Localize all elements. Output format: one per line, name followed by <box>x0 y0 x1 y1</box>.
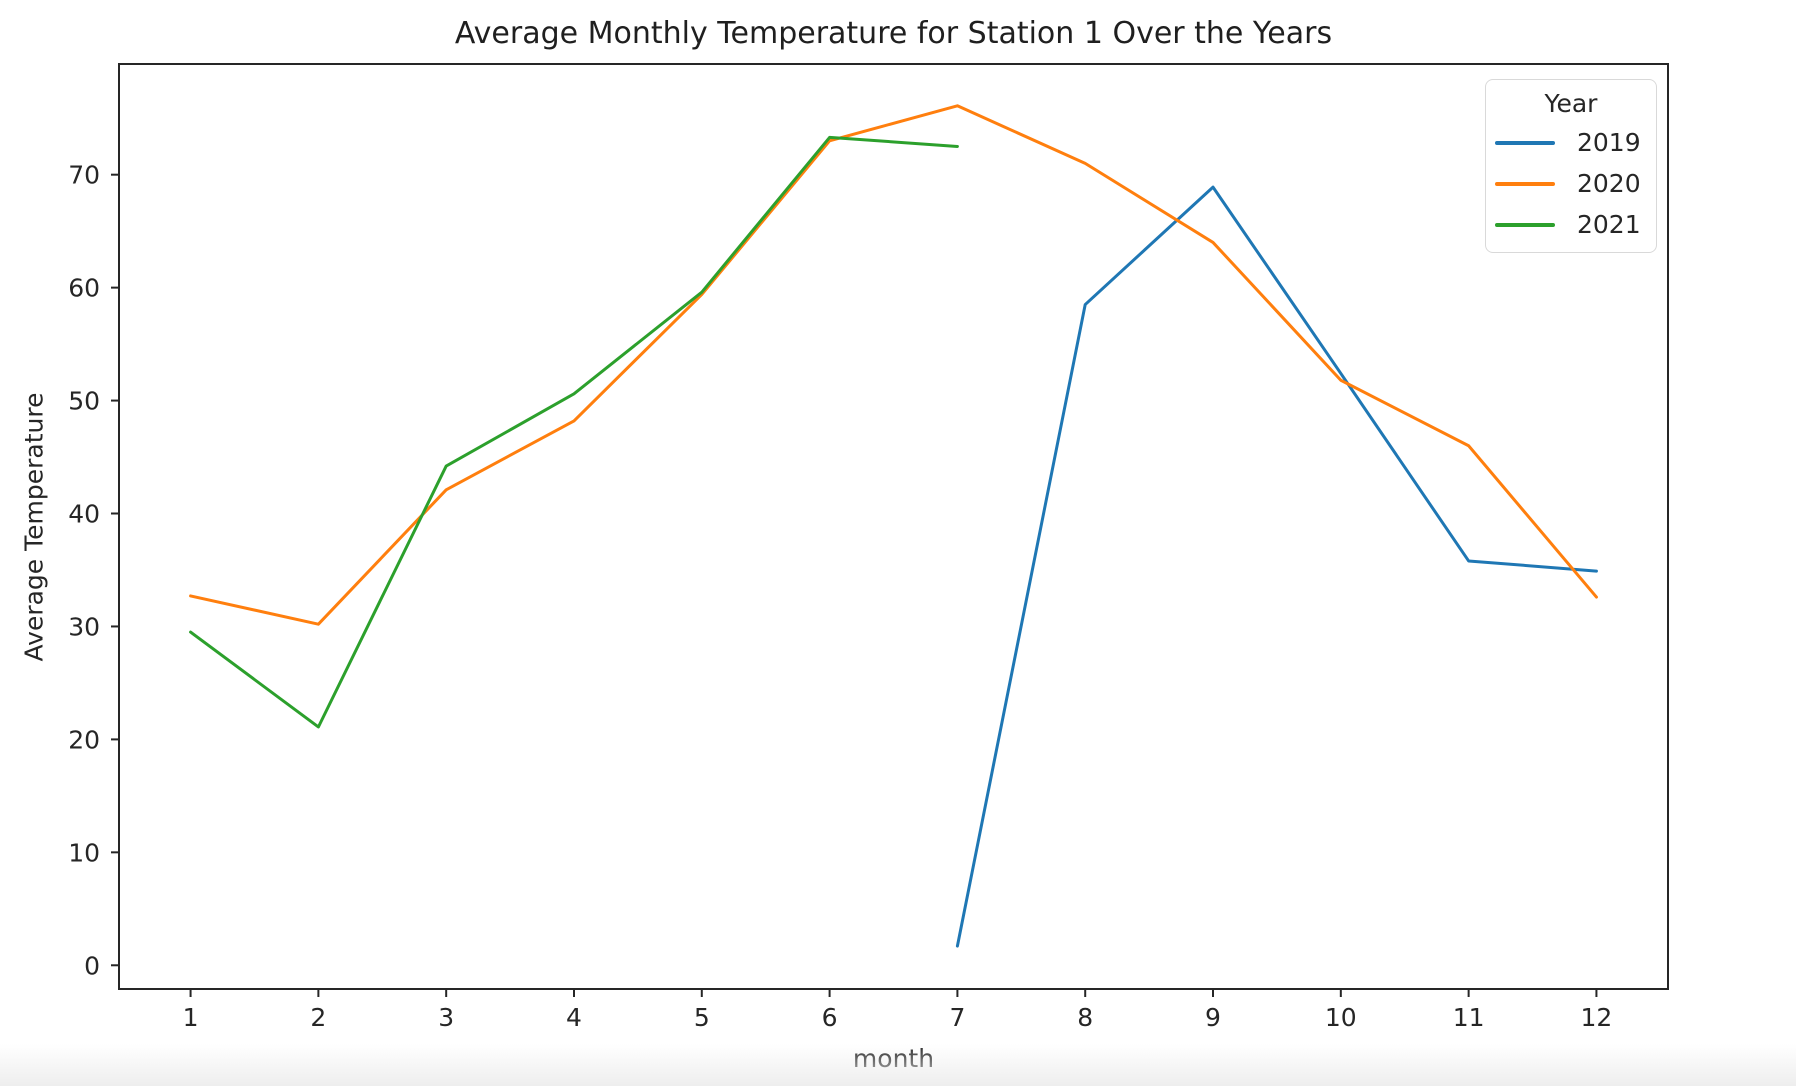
y-tick-label: 30 <box>68 612 100 641</box>
series-line-2021 <box>189 135 959 729</box>
x-tick-label: 5 <box>694 1003 710 1032</box>
legend-entry-label: 2020 <box>1577 169 1641 198</box>
legend-entry-2020: 2020 <box>1486 163 1656 204</box>
legend-title: Year <box>1544 89 1598 118</box>
x-tick-label: 11 <box>1453 1003 1485 1032</box>
x-tick-label: 7 <box>949 1003 965 1032</box>
legend-entry-label: 2021 <box>1577 210 1641 239</box>
x-tick-label: 9 <box>1205 1003 1221 1032</box>
x-tick-label: 2 <box>310 1003 326 1032</box>
y-tick-label: 20 <box>68 725 100 754</box>
x-tick-label: 3 <box>438 1003 454 1032</box>
legend-entry-2021: 2021 <box>1486 204 1656 245</box>
y-tick-label: 70 <box>68 161 100 190</box>
legend-line-swatch-2019 <box>1495 140 1555 145</box>
y-tick-label: 10 <box>68 838 100 867</box>
series-line-2019 <box>955 185 1598 948</box>
y-tick-label: 60 <box>68 274 100 303</box>
y-tick-label: 50 <box>68 387 100 416</box>
x-tick-label: 6 <box>822 1003 838 1032</box>
legend-line-swatch-2020 <box>1495 181 1555 186</box>
x-tick-label: 10 <box>1325 1003 1357 1032</box>
y-tick-label: 0 <box>84 951 100 980</box>
legend-entries: 2019 2020 2021 <box>1486 122 1656 245</box>
y-tick-label: 40 <box>68 500 100 529</box>
series-line-2020 <box>189 104 1598 626</box>
x-tick-label: 12 <box>1581 1003 1613 1032</box>
x-tick-label: 8 <box>1077 1003 1093 1032</box>
axes-spines <box>118 63 1669 990</box>
chart-title: Average Monthly Temperature for Station … <box>454 16 1333 51</box>
legend-entry-label: 2019 <box>1577 128 1641 157</box>
legend-line-swatch-2021 <box>1495 222 1555 227</box>
x-tick-label: 4 <box>566 1003 582 1032</box>
legend-entry-2019: 2019 <box>1486 122 1656 163</box>
x-tick-label: 1 <box>183 1003 199 1032</box>
legend: Year 2019 2020 2021 <box>1485 79 1657 253</box>
x-axis-label: month <box>852 1044 935 1073</box>
